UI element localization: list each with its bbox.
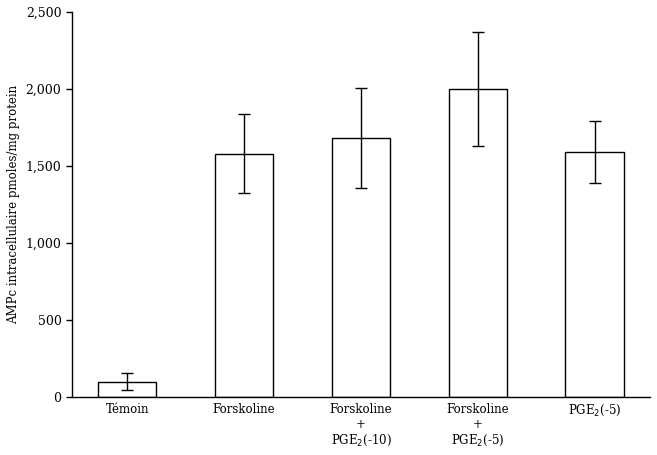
Bar [215, 154, 273, 397]
Bar [98, 382, 156, 397]
Bar [332, 138, 390, 397]
Bar [449, 89, 507, 397]
Bar [566, 152, 623, 397]
Y-axis label: AMPc intracellulaire pmoles/mg protein: AMPc intracellulaire pmoles/mg protein [7, 85, 20, 324]
